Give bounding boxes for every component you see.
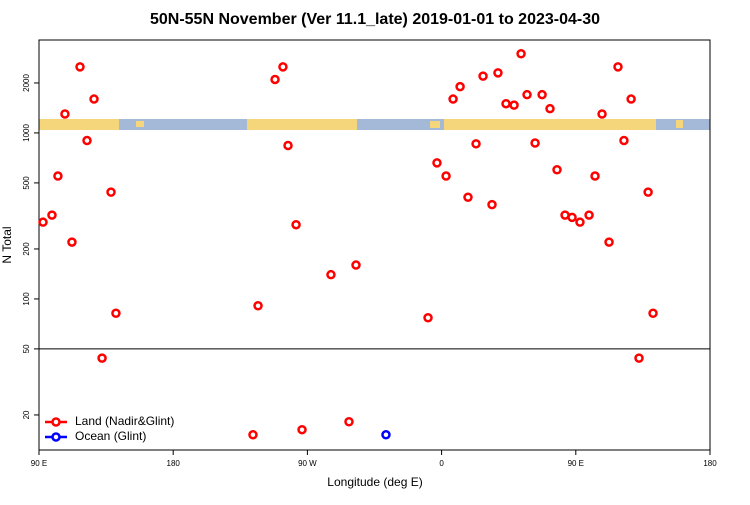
point xyxy=(97,353,107,363)
chart-title: 50N-55N November (Ver 11.1_late) 2019-01… xyxy=(150,11,600,28)
point xyxy=(38,217,48,227)
point xyxy=(270,74,280,85)
point xyxy=(278,62,288,72)
land-strip xyxy=(430,121,440,128)
x-tick-label: 180 xyxy=(167,459,181,468)
y-tick-label: 1000 xyxy=(22,123,31,141)
point xyxy=(530,138,540,148)
point xyxy=(344,417,354,427)
point xyxy=(478,71,488,81)
legend-marker xyxy=(51,432,61,442)
y-tick-label: 200 xyxy=(22,242,31,256)
point xyxy=(643,187,653,197)
point xyxy=(381,429,391,440)
point xyxy=(253,300,263,311)
y-axis-label: N Total xyxy=(0,226,14,263)
point xyxy=(522,89,532,100)
x-tick-label: 90 E xyxy=(31,459,47,468)
legend-marker xyxy=(51,417,61,427)
point xyxy=(463,192,473,202)
point xyxy=(545,103,555,114)
point xyxy=(626,94,636,104)
point xyxy=(613,62,623,72)
x-tick-label: 90 W xyxy=(298,459,317,468)
point xyxy=(455,81,465,92)
y-tick-label: 20 xyxy=(22,410,31,419)
point xyxy=(432,158,442,168)
point xyxy=(47,210,57,220)
point xyxy=(106,187,116,197)
point xyxy=(516,48,526,59)
point xyxy=(351,260,361,270)
y-tick-label: 500 xyxy=(22,176,31,190)
point xyxy=(501,98,511,109)
point xyxy=(82,135,92,146)
x-tick-label: 0 xyxy=(439,459,444,468)
point xyxy=(60,109,70,119)
point xyxy=(552,165,562,175)
map-strip xyxy=(39,119,710,130)
plot-frame xyxy=(38,39,711,451)
legend-label: Land (Nadir&Glint) xyxy=(75,414,174,428)
point xyxy=(67,237,77,247)
point xyxy=(648,308,658,318)
point xyxy=(567,212,577,223)
point xyxy=(448,94,458,104)
point xyxy=(53,171,63,181)
x-tick-label: 180 xyxy=(703,459,717,468)
point xyxy=(590,171,600,181)
legend-label: Ocean (Glint) xyxy=(75,429,146,443)
x-axis-label: Longitude (deg E) xyxy=(327,475,422,489)
point xyxy=(604,237,614,247)
land-strip xyxy=(676,120,683,128)
point xyxy=(423,313,433,323)
point xyxy=(634,353,644,363)
point xyxy=(575,217,585,227)
point xyxy=(111,308,121,318)
land-strip xyxy=(247,119,357,130)
point xyxy=(75,62,85,72)
y-tick-label: 2000 xyxy=(22,74,31,92)
point xyxy=(509,100,519,110)
point xyxy=(441,171,451,181)
y-tick-label: 50 xyxy=(22,344,31,353)
point xyxy=(597,109,607,119)
point xyxy=(89,94,99,104)
point xyxy=(537,89,547,100)
point xyxy=(297,424,307,435)
x-tick-label: 90 E xyxy=(568,459,584,468)
point xyxy=(619,135,629,146)
land-strip xyxy=(136,121,144,127)
point xyxy=(493,68,503,78)
point xyxy=(291,219,301,230)
point xyxy=(471,139,481,149)
land-strip xyxy=(444,119,656,130)
point xyxy=(584,210,594,220)
point xyxy=(283,140,293,151)
point xyxy=(487,199,497,210)
point xyxy=(326,269,336,280)
land-strip xyxy=(39,119,119,130)
point xyxy=(248,429,258,440)
y-tick-label: 100 xyxy=(22,292,31,306)
ocean-strip xyxy=(39,119,710,130)
